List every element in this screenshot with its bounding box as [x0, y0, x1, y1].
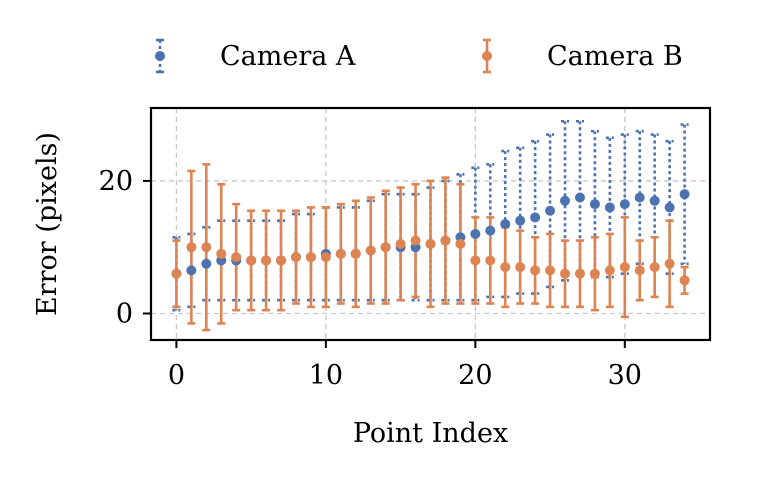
x-tick-label: 30	[608, 360, 642, 391]
data-point-camera-b	[201, 242, 212, 253]
y-axis-label: Error (pixels)	[32, 132, 63, 316]
data-point-camera-b	[290, 252, 301, 263]
data-point-camera-b	[380, 242, 391, 253]
series-camera-b-points	[171, 235, 690, 286]
data-point-camera-a	[589, 199, 600, 210]
plot-frame	[149, 106, 712, 342]
legend-marker-point-camera-a	[155, 51, 165, 61]
data-point-camera-b	[365, 245, 376, 256]
data-point-camera-b	[395, 238, 406, 249]
data-point-camera-b	[634, 265, 645, 276]
data-point-camera-a	[619, 199, 630, 210]
data-point-camera-b	[574, 268, 585, 279]
data-point-camera-b	[231, 252, 242, 263]
y-tick-label: 0	[116, 298, 133, 329]
data-point-camera-b	[425, 238, 436, 249]
legend-label-camera-b: Camera B	[547, 41, 683, 72]
data-point-camera-a	[649, 195, 660, 206]
data-point-camera-a	[530, 212, 541, 223]
data-point-camera-b	[335, 248, 346, 259]
data-point-camera-b	[246, 255, 257, 266]
data-point-camera-a	[201, 258, 212, 269]
data-point-camera-b	[216, 248, 227, 259]
data-points	[171, 189, 690, 286]
data-point-camera-b	[604, 265, 615, 276]
legend-marker-point-camera-b	[482, 51, 492, 61]
data-point-camera-a	[560, 195, 571, 206]
data-point-camera-b	[560, 268, 571, 279]
data-point-camera-a	[634, 192, 645, 203]
x-axis-ticks: 0 10 20 30	[168, 340, 642, 391]
data-point-camera-a	[604, 202, 615, 213]
data-point-camera-b	[320, 252, 331, 263]
data-point-camera-b	[500, 262, 511, 273]
x-tick-label: 10	[309, 360, 343, 391]
legend-item-camera-b: Camera B	[482, 38, 683, 74]
data-point-camera-b	[470, 255, 481, 266]
data-point-camera-b	[186, 242, 197, 253]
data-point-camera-b	[619, 262, 630, 273]
data-point-camera-a	[574, 192, 585, 203]
data-point-camera-b	[261, 255, 272, 266]
legend-label-camera-a: Camera A	[220, 41, 356, 72]
y-tick-label: 20	[99, 166, 133, 197]
data-point-camera-a	[664, 202, 675, 213]
data-point-camera-b	[350, 248, 361, 259]
data-point-camera-b	[485, 255, 496, 266]
data-point-camera-a	[545, 205, 556, 216]
data-point-camera-a	[186, 265, 197, 276]
x-tick-label: 20	[458, 360, 492, 391]
data-point-camera-b	[171, 268, 182, 279]
data-point-camera-a	[470, 228, 481, 239]
y-axis-ticks: 0 20	[99, 166, 151, 329]
data-point-camera-b	[664, 258, 675, 269]
data-point-camera-b	[649, 262, 660, 273]
data-point-camera-b	[515, 262, 526, 273]
data-point-camera-a	[515, 215, 526, 226]
data-point-camera-a	[500, 219, 511, 229]
data-point-camera-a	[485, 225, 496, 236]
data-point-camera-b	[679, 275, 690, 286]
x-tick-label: 0	[168, 360, 185, 391]
data-point-camera-b	[276, 255, 287, 266]
data-point-camera-b	[530, 265, 541, 276]
data-point-camera-b	[455, 238, 466, 249]
data-point-camera-a	[679, 189, 690, 200]
data-point-camera-b	[305, 252, 316, 263]
legend-item-camera-a: Camera A	[155, 38, 356, 74]
x-axis-label: Point Index	[353, 418, 508, 449]
data-point-camera-b	[440, 235, 451, 246]
data-point-camera-b	[410, 235, 421, 246]
errorbars	[172, 119, 689, 332]
data-point-camera-b	[589, 268, 600, 279]
legend: Camera A Camera B	[155, 38, 683, 74]
data-point-camera-b	[545, 265, 556, 276]
